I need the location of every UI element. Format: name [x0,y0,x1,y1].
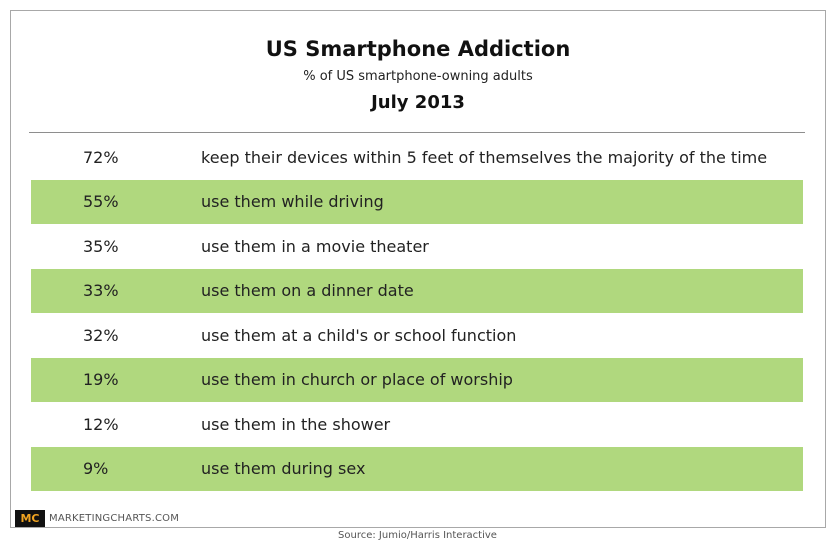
table-row: 19% use them in church or place of worsh… [31,357,803,402]
row-percent: 72% [83,147,119,167]
row-percent: 9% [83,459,109,478]
table-row: 32% use them at a child's or school func… [31,313,803,357]
row-description: use them during sex [201,459,366,478]
row-description: use them on a dinner date [201,281,414,300]
table-row: 9% use them during sex [31,446,803,491]
row-description: use them in the shower [201,414,391,434]
row-percent: 55% [83,192,119,211]
chart-date: July 2013 [371,92,465,113]
chart-subtitle: % of US smartphone-owning adults [303,69,533,84]
table-row: 72% keep their devices within 5 feet of … [31,135,803,179]
row-percent: 32% [83,325,119,345]
row-percent: 33% [83,281,119,300]
table-row: 55% use them while driving [31,179,803,224]
header-divider [29,132,805,133]
source-note: Source: Jumio/Harris Interactive [338,530,497,541]
row-description: keep their devices within 5 feet of them… [201,147,768,167]
chart-title: US Smartphone Addiction [265,37,571,61]
table-row: 12% use them in the shower [31,402,803,446]
row-description: use them in a movie theater [201,236,429,256]
row-percent: 35% [83,236,119,256]
row-percent: 19% [83,370,119,389]
row-description: use them in church or place of worship [201,370,513,389]
row-description: use them while driving [201,192,384,211]
data-table: 72% keep their devices within 5 feet of … [31,135,803,491]
table-row: 35% use them in a movie theater [31,224,803,268]
row-percent: 12% [83,414,119,434]
brand-link[interactable]: MARKETINGCHARTS.COM [49,513,180,524]
row-description: use them at a child's or school function [201,325,517,345]
chart-frame: US Smartphone Addiction % of US smartpho… [10,10,826,528]
table-row: 33% use them on a dinner date [31,268,803,313]
marketingcharts-logo: MC [15,510,45,527]
